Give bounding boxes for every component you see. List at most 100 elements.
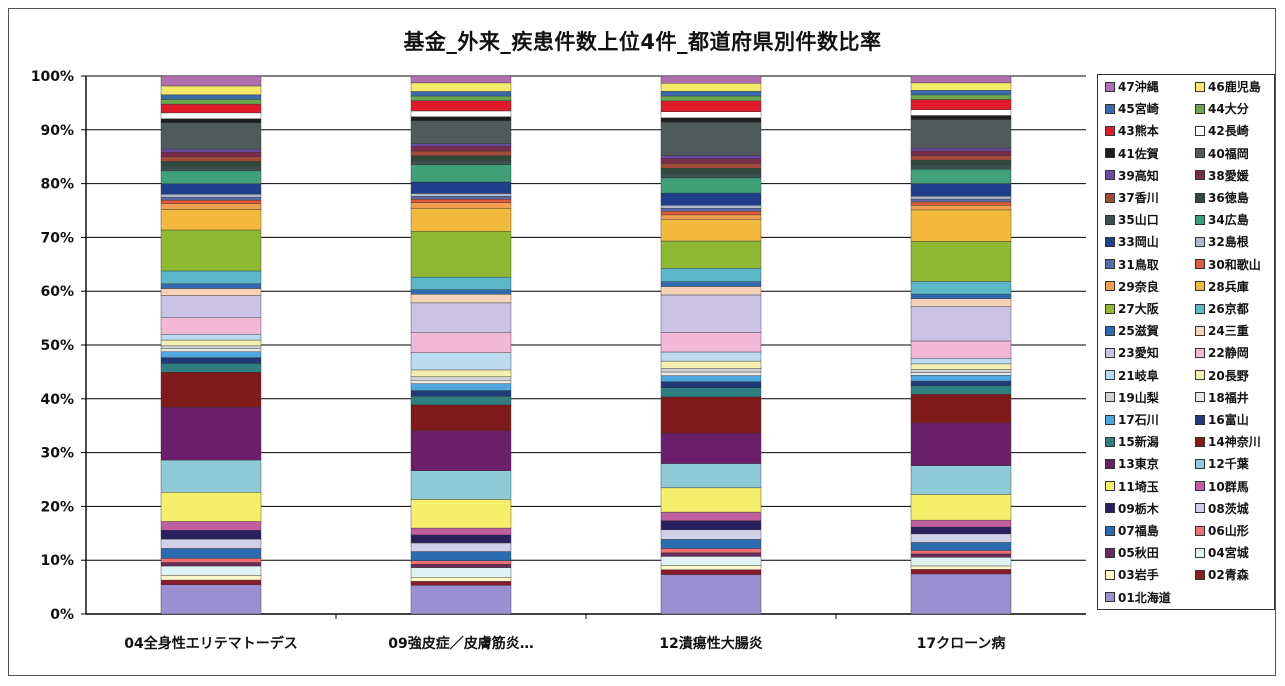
bar-segment [910, 99, 1012, 110]
bar-segment [160, 112, 262, 119]
bar-segment [910, 385, 1012, 395]
legend-label: 19山梨 [1118, 390, 1159, 405]
y-tick-label: 40% [40, 392, 74, 408]
bar-segment [910, 519, 1012, 528]
bar-segment [660, 158, 762, 164]
bar-segment [410, 352, 512, 371]
bar-segment [160, 151, 262, 157]
bar-segment [660, 381, 762, 388]
legend-item: 07福島 [1105, 522, 1159, 540]
bar-segment [660, 371, 762, 376]
legend-item: 31鳥取 [1105, 256, 1159, 274]
bar-segment [660, 90, 762, 97]
bar-segment [410, 202, 512, 209]
legend-label: 40福岡 [1208, 146, 1249, 161]
bar-segment [660, 268, 762, 282]
bar-segment [410, 585, 512, 615]
legend-swatch [1195, 458, 1205, 469]
x-category-label: 17クローン病 [917, 635, 1006, 652]
legend-item: 36徳島 [1195, 189, 1249, 207]
legend-label: 39高知 [1118, 168, 1159, 183]
legend-item: 02青森 [1195, 566, 1249, 584]
y-tick-label: 10% [40, 553, 74, 569]
legend-item: 12千葉 [1195, 455, 1249, 473]
legend-swatch [1195, 370, 1205, 381]
bar-segment [410, 376, 512, 381]
bar-segment [910, 494, 1012, 521]
bar-segment [910, 569, 1012, 575]
bar-segment [160, 295, 262, 318]
legend-swatch [1105, 259, 1115, 270]
legend-label: 20長野 [1208, 368, 1249, 383]
bar-segment [910, 209, 1012, 242]
bar-segment [160, 562, 262, 567]
legend-swatch [1195, 503, 1205, 514]
bar-segment [160, 345, 262, 350]
legend-label: 43熊本 [1118, 124, 1159, 139]
bar-segment [660, 351, 762, 362]
bar-segment [660, 387, 762, 398]
legend-swatch [1195, 148, 1205, 159]
bar-segment [160, 492, 262, 522]
bar-segment [910, 147, 1012, 152]
bar-segment [410, 404, 512, 431]
legend-label: 45宮崎 [1118, 102, 1159, 117]
bar-segment [160, 357, 262, 364]
legend-label: 32島根 [1208, 235, 1249, 250]
bar-segment [410, 276, 512, 290]
y-tick-label: 30% [40, 446, 74, 462]
bar-segment [910, 573, 1012, 615]
bar-segment [410, 302, 512, 333]
legend-swatch [1105, 236, 1115, 247]
bar-segment [410, 120, 512, 144]
bar-segment [910, 119, 1012, 149]
bar-segment [160, 575, 262, 581]
bar-segment [660, 511, 762, 521]
legend-label: 44大分 [1208, 102, 1249, 117]
legend-item: 01北海道 [1105, 589, 1171, 607]
legend-swatch [1195, 569, 1205, 580]
bar-segment [410, 75, 512, 84]
bar-segment [910, 241, 1012, 282]
bar-segment [410, 567, 512, 578]
bar-segment [660, 211, 762, 216]
bar-segment [410, 193, 512, 197]
bar-segment [660, 100, 762, 112]
bar-segment [660, 155, 762, 159]
bar-segment [660, 240, 762, 269]
bar-segment [160, 156, 262, 162]
legend-swatch [1195, 236, 1205, 247]
bar-segment [160, 199, 262, 204]
bar-segment [910, 369, 1012, 373]
legend-item: 33岡山 [1105, 233, 1159, 251]
legend-item: 22静岡 [1195, 344, 1249, 362]
bar-segment [410, 91, 512, 97]
bar-segment [660, 332, 762, 353]
bar-segment [910, 281, 1012, 295]
bar-segment [160, 103, 262, 114]
legend-swatch [1105, 214, 1115, 225]
legend-swatch [1105, 392, 1115, 403]
legend-swatch [1105, 192, 1115, 203]
bar-segment [910, 357, 1012, 365]
bar-segment [910, 565, 1012, 570]
legend-item: 19山梨 [1105, 389, 1159, 407]
legend-label: 29奈良 [1118, 279, 1159, 294]
bar-segment [410, 534, 512, 544]
legend-item: 34広島 [1195, 211, 1249, 229]
legend-item: 04宮城 [1195, 544, 1249, 562]
bar-segment [660, 294, 762, 333]
bar-segment [910, 94, 1012, 100]
legend-label: 46鹿児島 [1208, 80, 1261, 94]
bar-segment [660, 214, 762, 220]
bar-segment [910, 155, 1012, 161]
legend-label: 18福井 [1208, 390, 1249, 405]
bar-segment [910, 201, 1012, 206]
legend-label: 26京都 [1208, 302, 1249, 316]
bar-segment [410, 499, 512, 529]
bar-segment [160, 283, 262, 289]
bar-segment [660, 117, 762, 123]
bar-segment [660, 487, 762, 513]
bar-segment [910, 465, 1012, 495]
bar-segment [660, 569, 762, 575]
